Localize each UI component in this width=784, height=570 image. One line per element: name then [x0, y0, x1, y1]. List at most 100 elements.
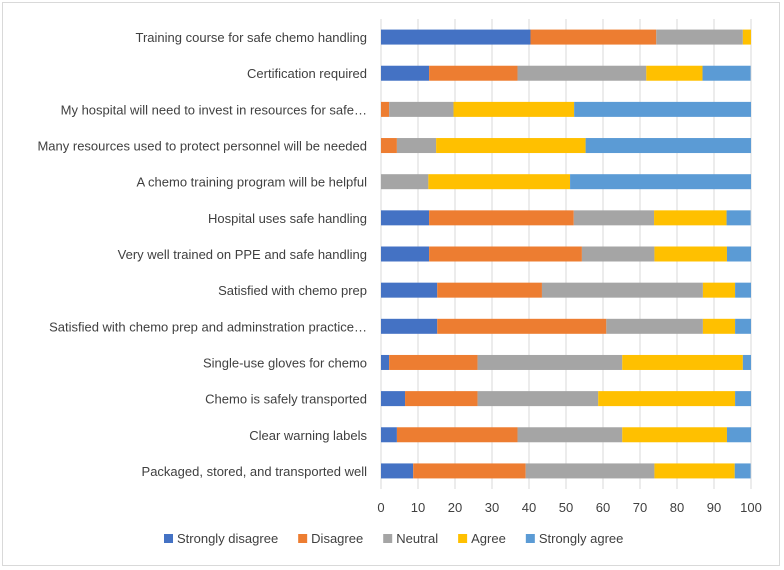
- legend-swatch: [458, 534, 468, 543]
- bar-segment: [429, 65, 518, 81]
- bar-segment: [622, 427, 727, 443]
- bar-segment: [656, 29, 743, 45]
- bar-segment: [396, 138, 437, 154]
- bar-segment: [389, 354, 478, 370]
- bar-segment: [735, 282, 751, 298]
- bar-segment: [541, 282, 703, 298]
- bar-segment: [742, 354, 751, 370]
- bar-segment: [598, 391, 736, 407]
- bar-segment: [436, 138, 586, 154]
- bar-segment: [381, 391, 406, 407]
- bar-segment: [726, 427, 751, 443]
- bar-segment: [530, 29, 657, 45]
- bar-segment: [574, 101, 751, 117]
- bar-segment: [606, 318, 703, 334]
- bar-segment: [381, 65, 430, 81]
- legend-swatch: [383, 534, 393, 543]
- bar-segment: [381, 282, 438, 298]
- bar-segment: [702, 318, 736, 334]
- bar-segment: [735, 391, 751, 407]
- bar-segment: [585, 138, 751, 154]
- category-label: A chemo training program will be helpful: [136, 175, 367, 190]
- category-label: Very well trained on PPE and safe handli…: [118, 247, 367, 262]
- category-labels: Training course for safe chemo handling C…: [37, 30, 367, 479]
- legend-swatch: [525, 534, 535, 543]
- bar-segment: [381, 101, 390, 117]
- x-tick-label: 70: [633, 500, 647, 515]
- bar-segment: [525, 463, 655, 479]
- bar-segment: [437, 318, 607, 334]
- bar-segment: [517, 427, 623, 443]
- category-label: Training course for safe chemo handling: [136, 30, 367, 45]
- bar-segment: [396, 427, 518, 443]
- x-tick-label: 30: [485, 500, 499, 515]
- legend-label: Strongly disagree: [177, 531, 278, 546]
- legend-label: Neutral: [396, 531, 438, 546]
- bar-segment: [726, 246, 751, 262]
- legend-label: Disagree: [311, 531, 363, 546]
- bar-segment: [646, 65, 703, 81]
- bar-segment: [429, 246, 582, 262]
- bar-segment: [389, 101, 454, 117]
- x-tick-label: 0: [377, 500, 384, 515]
- bar-segment: [413, 463, 526, 479]
- x-tick-label: 50: [559, 500, 573, 515]
- category-label: Single-use gloves for chemo: [203, 355, 367, 370]
- bar-segment: [477, 391, 599, 407]
- bar-segment: [726, 210, 751, 226]
- bar-segment: [654, 463, 735, 479]
- bar-segment: [477, 354, 623, 370]
- bar-segment: [581, 246, 655, 262]
- bar-segment: [429, 210, 574, 226]
- x-tick-label: 90: [707, 500, 721, 515]
- category-label: Hospital uses safe handling: [208, 211, 367, 226]
- bar-segment: [381, 427, 397, 443]
- bar-segment: [381, 246, 430, 262]
- bar-segment: [734, 463, 751, 479]
- x-tick-label: 60: [596, 500, 610, 515]
- x-tick-label: 10: [411, 500, 425, 515]
- x-tick-label: 20: [448, 500, 462, 515]
- bar-segment: [654, 246, 727, 262]
- bar-segment: [570, 174, 751, 190]
- bars: [381, 29, 751, 479]
- category-label: Certification required: [247, 66, 367, 81]
- bar-segment: [573, 210, 655, 226]
- legend-swatch: [164, 534, 173, 543]
- bar-segment: [381, 463, 414, 479]
- bar-segment: [381, 29, 531, 45]
- bar-segment: [702, 65, 751, 81]
- category-label: Satisfied with chemo prep and adminstrat…: [49, 319, 367, 334]
- legend-swatch: [298, 534, 308, 543]
- category-label: My hospital will need to invest in resou…: [61, 102, 367, 117]
- category-label: Chemo is safely transported: [205, 392, 367, 407]
- x-axis-tick-labels: 0 10 20 30 40 50 60 70 80 90 100: [377, 500, 761, 515]
- legend-label: Agree: [471, 531, 506, 546]
- legend-label: Strongly agree: [539, 531, 624, 546]
- bar-segment: [437, 282, 542, 298]
- bar-segment: [381, 210, 430, 226]
- legend: Strongly disagree Disagree Neutral Agree Str…: [164, 531, 623, 546]
- category-label: Clear warning labels: [249, 428, 367, 443]
- bar-segment: [702, 282, 736, 298]
- bar-segment: [428, 174, 571, 190]
- bar-segment: [622, 354, 743, 370]
- bar-segment: [381, 174, 429, 190]
- bar-segment: [405, 391, 478, 407]
- bar-segment: [654, 210, 727, 226]
- bar-segment: [381, 354, 390, 370]
- x-tick-label: 100: [740, 500, 762, 515]
- x-tick-label: 80: [670, 500, 684, 515]
- category-label: Many resources used to protect personnel…: [37, 139, 367, 154]
- bar-segment: [735, 318, 751, 334]
- category-label: Satisfied with chemo prep: [218, 283, 367, 298]
- bar-segment: [381, 138, 397, 154]
- x-tick-label: 40: [522, 500, 536, 515]
- bar-segment: [517, 65, 647, 81]
- category-label: Packaged, stored, and transported well: [142, 464, 368, 479]
- bar-segment: [742, 29, 751, 45]
- bar-segment: [453, 101, 575, 117]
